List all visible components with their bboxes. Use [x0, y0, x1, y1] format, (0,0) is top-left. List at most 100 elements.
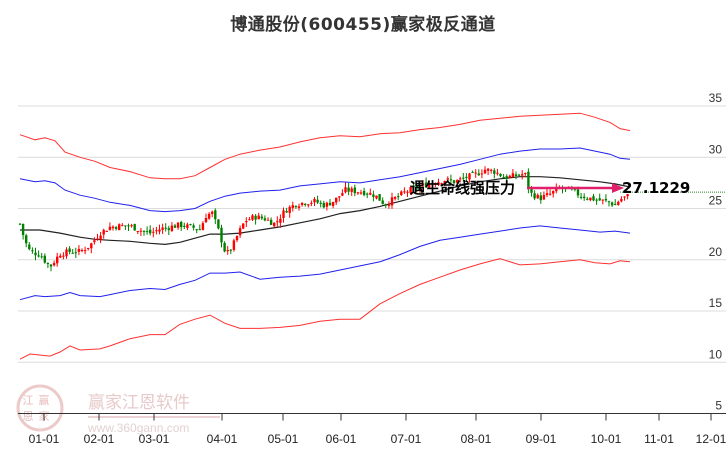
candle-down: [465, 176, 468, 178]
candle-down: [415, 185, 418, 189]
candle-down: [424, 182, 428, 188]
candle-down: [576, 189, 580, 196]
candle-down: [372, 194, 375, 197]
candle-up: [251, 215, 254, 220]
x-tick-label: 04-01: [207, 432, 238, 446]
candle-down: [362, 190, 366, 196]
x-tick-label: 11-01: [644, 432, 674, 446]
candle-up: [369, 192, 372, 195]
candle-down: [71, 252, 74, 254]
candle-up: [307, 204, 310, 206]
candle-up: [421, 183, 425, 186]
candle-up: [623, 196, 626, 198]
candle-up: [266, 219, 270, 221]
candle-up: [511, 173, 515, 178]
candle-up: [338, 196, 341, 198]
candle-up: [65, 249, 68, 257]
candle-down: [145, 231, 149, 233]
candle-down: [25, 235, 28, 244]
candle-up: [111, 226, 115, 229]
x-tick-label: 12-01: [696, 432, 726, 446]
candle-down: [366, 193, 369, 195]
watermark-seal-icon: [16, 384, 64, 432]
candle-up: [310, 202, 313, 204]
candle-up: [341, 193, 344, 196]
candle-up: [474, 172, 477, 174]
candle-up: [443, 180, 446, 184]
candle-down: [579, 196, 583, 198]
candle-up: [226, 250, 229, 252]
candle-up: [152, 231, 155, 233]
candle-up: [601, 199, 604, 201]
watermark-seal-char: 恩: [23, 410, 34, 423]
candle-up: [409, 187, 412, 194]
candle-down: [397, 196, 400, 198]
candle-up: [490, 169, 493, 171]
candle-down: [493, 170, 496, 174]
candle-down: [607, 201, 611, 203]
candle-up: [375, 195, 378, 199]
candle-up: [245, 221, 248, 223]
band-line-outer_lower: [19, 258, 631, 360]
candle-up: [455, 180, 459, 183]
candle-down: [378, 194, 381, 201]
candle-down: [180, 221, 183, 228]
candle-up: [207, 213, 211, 219]
candle-up: [232, 240, 236, 250]
candle-up: [136, 231, 139, 233]
candle-up: [204, 217, 208, 223]
candle-up: [105, 230, 108, 232]
candle-up: [288, 206, 291, 213]
candle-up: [93, 240, 96, 243]
candle-down: [452, 180, 456, 184]
candle-down: [21, 223, 25, 236]
candle-down: [133, 224, 136, 231]
candle-down: [384, 204, 387, 206]
candle-down: [462, 177, 465, 179]
candle-down: [189, 224, 192, 226]
candle-down: [254, 215, 257, 220]
candle-up: [406, 191, 409, 193]
candle-down: [214, 210, 217, 220]
candle-up: [496, 172, 499, 174]
candle-up: [121, 225, 124, 227]
candle-down: [294, 205, 298, 208]
candle-down: [68, 248, 71, 253]
candle-up: [486, 168, 490, 171]
candle-up: [282, 210, 285, 218]
candle-up: [276, 221, 279, 223]
candle-down: [604, 198, 608, 201]
candle-up: [536, 194, 539, 199]
candle-down: [614, 204, 617, 206]
x-tick-label: 09-01: [526, 432, 557, 446]
candle-up: [118, 224, 121, 231]
candle-up: [176, 222, 180, 228]
watermark-seal-char: 赢: [39, 393, 50, 407]
candle-down: [198, 229, 201, 231]
candle-up: [390, 197, 394, 206]
candle-down: [260, 216, 263, 219]
candle-down: [381, 200, 384, 204]
candle-up: [589, 197, 592, 201]
candle-down: [353, 187, 356, 194]
candle-up: [139, 230, 143, 232]
candle-up: [431, 183, 434, 185]
candle-down: [592, 196, 595, 201]
candle-down: [598, 198, 601, 201]
candle-down: [595, 199, 598, 201]
candle-up: [524, 172, 527, 174]
annotation-arrow-icon: [612, 183, 624, 193]
candle-up: [186, 224, 189, 228]
candle-down: [502, 176, 505, 178]
candle-down: [173, 225, 177, 228]
x-tick-label: 05-01: [268, 432, 299, 446]
candle-up: [344, 187, 347, 193]
candle-down: [124, 225, 127, 227]
candle-down: [533, 193, 536, 199]
candle-down: [220, 227, 223, 243]
annotation-text: 遇生命线强压力: [410, 179, 515, 197]
chart-title: 博通股份(600455)赢家极反通道: [230, 15, 496, 35]
candle-up: [87, 247, 90, 249]
annotation-value: 27.1229: [622, 179, 690, 197]
candle-up: [161, 227, 164, 230]
